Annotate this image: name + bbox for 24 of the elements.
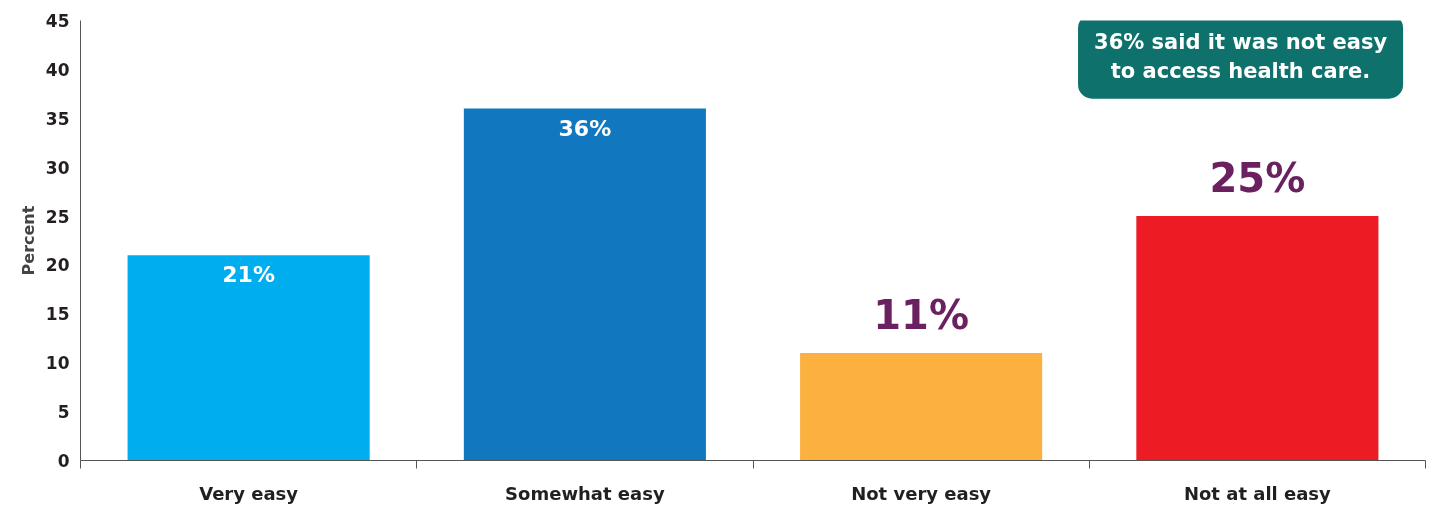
x-tick-label: Not at all easy — [1183, 482, 1332, 504]
y-tick-label: 25 — [45, 206, 70, 227]
y-axis-title: Percent — [18, 205, 38, 276]
y-tick-label: 35 — [45, 108, 70, 129]
x-tick-label: Very easy — [199, 482, 299, 504]
y-tick-label: 40 — [45, 59, 70, 80]
data-label: 11% — [873, 292, 969, 339]
annotation: 36% said it was not easy to access health care. — [1094, 29, 1388, 83]
bar — [1136, 216, 1379, 461]
data-label: 21% — [222, 262, 275, 288]
bar — [463, 108, 706, 461]
bar — [800, 352, 1043, 461]
y-tick-label: 45 — [45, 11, 70, 31]
y-tick-label: 15 — [45, 304, 70, 325]
x-tick-label: Not very easy — [851, 482, 992, 504]
x-tick-label: Somewhat easy — [505, 482, 665, 504]
y-tick-label: 0 — [57, 451, 70, 471]
data-label: 25% — [1209, 155, 1306, 202]
y-tick-label: 20 — [45, 255, 70, 276]
data-label: 36% — [558, 115, 612, 141]
bar — [127, 255, 370, 461]
y-tick-label: 5 — [57, 402, 70, 423]
y-tick-label: 30 — [45, 157, 70, 178]
y-tick-label: 10 — [45, 353, 70, 374]
